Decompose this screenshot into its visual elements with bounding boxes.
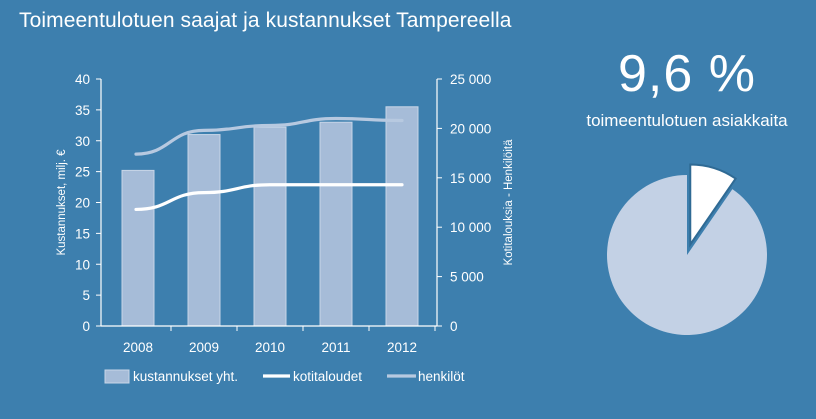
legend-label-bar: kustannukset yht.	[133, 369, 238, 384]
y-tick-label-left: 30	[75, 134, 90, 149]
y-tick-label-left: 5	[82, 288, 90, 303]
bar-2009	[187, 134, 221, 327]
pie-exploded-slice	[689, 163, 738, 248]
x-tick-label: 2009	[189, 340, 219, 355]
legend-label-kotitaloudet: kotitaloudet	[293, 369, 362, 384]
x-tick-label: 2008	[123, 340, 153, 355]
lines-group	[134, 116, 404, 212]
big-percentage: 9,6 %	[618, 45, 756, 103]
y-tick-label-left: 15	[75, 226, 90, 241]
y-tick-label-left: 20	[75, 196, 90, 211]
x-tick-label: 2011	[321, 340, 350, 355]
percentage-caption: toimeentulotuen asiakkaita	[586, 111, 788, 130]
x-tick-label: 2010	[255, 340, 285, 355]
y-tick-label-right: 10 000	[450, 220, 491, 235]
pie-main-slice	[606, 175, 767, 336]
y-tick-label-right: 25 000	[450, 72, 491, 87]
legend-label-henkilot: henkilöt	[418, 369, 465, 384]
y-axis-title-right: Kotitalouksia - Henkilöitä	[503, 139, 515, 266]
y-tick-label-right: 20 000	[450, 121, 491, 136]
y-axis-title-left: Kustannukset, milj. €	[56, 149, 68, 256]
bars-group	[121, 106, 419, 327]
y-tick-label-right: 0	[450, 319, 458, 334]
y-tick-label-left: 35	[75, 103, 90, 118]
series-line-henkilot	[134, 116, 404, 156]
y-tick-label-left: 0	[82, 319, 90, 334]
bar-2008	[121, 169, 155, 327]
y-tick-label-right: 5 000	[450, 270, 484, 285]
y-tick-label-right: 15 000	[450, 171, 491, 186]
page-title: Toimeentulotuen saajat ja kustannukset T…	[19, 9, 512, 32]
y-tick-label-left: 10	[75, 257, 90, 272]
legend: kustannukset yht. kotitaloudet henkilöt	[104, 369, 465, 384]
series-line-kotitaloudet	[134, 183, 404, 212]
x-tick-label: 2012	[387, 340, 417, 355]
y-tick-label-left: 25	[75, 165, 90, 180]
legend-swatch-bar	[104, 369, 130, 384]
axes-group: 0 5 10 15 20 25 30 35 40 0 5 000 10 000 15 000 20 000…	[56, 72, 515, 355]
y-tick-label-left: 40	[75, 72, 90, 87]
